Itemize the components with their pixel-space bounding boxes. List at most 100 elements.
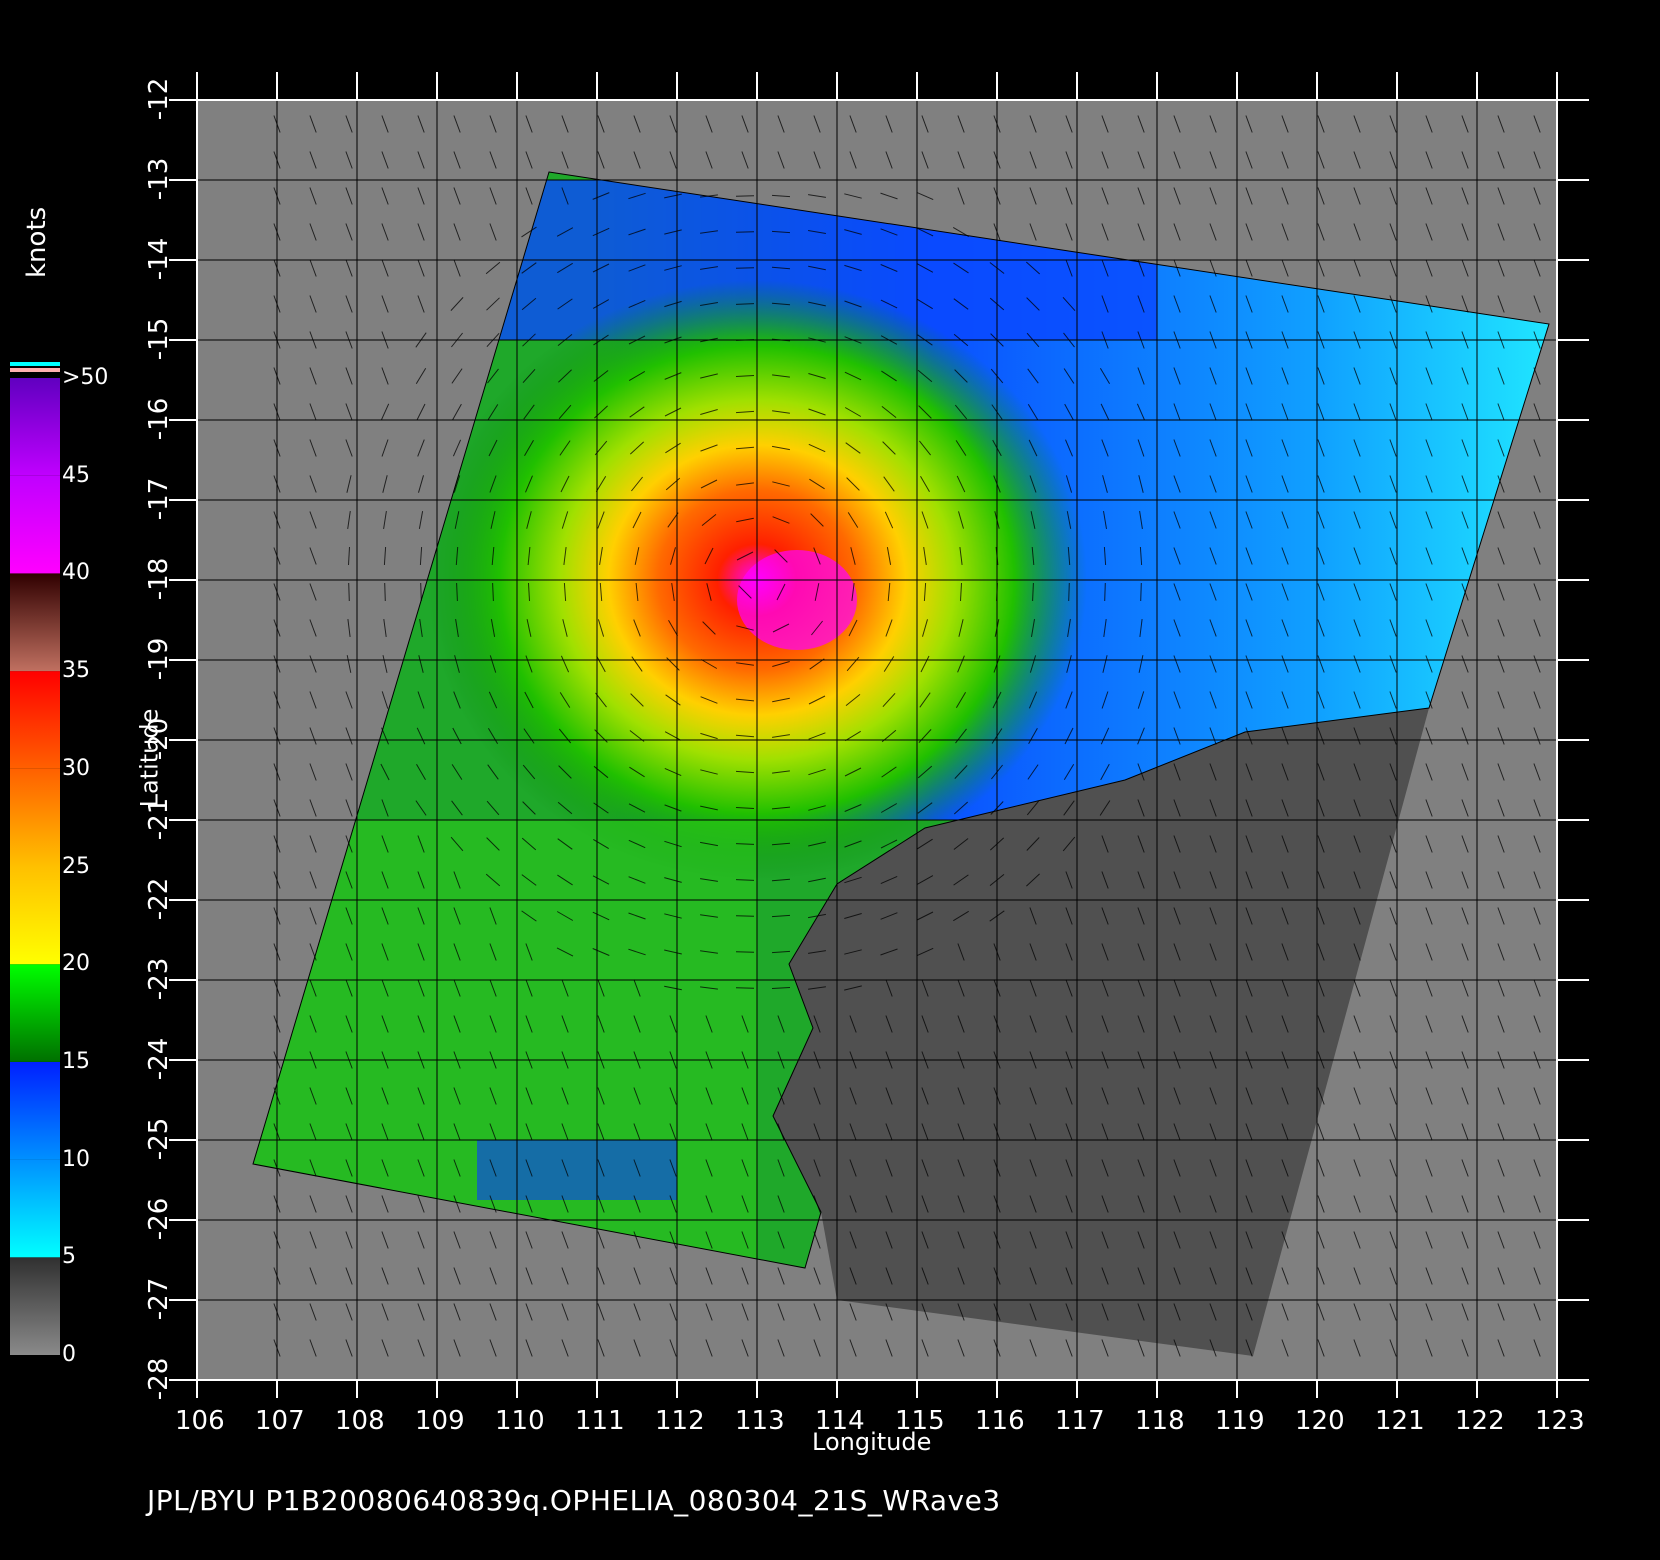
wind-barb	[1425, 403, 1433, 421]
wind-barb	[525, 151, 533, 169]
wind-barb	[1353, 1339, 1361, 1357]
lat-tick-label: -25	[144, 1117, 175, 1161]
wind-barb	[1281, 979, 1289, 997]
lat-tick-label: -26	[144, 1197, 175, 1241]
wind-barb	[451, 368, 463, 384]
wind-barb	[1533, 439, 1541, 457]
wind-barb	[880, 192, 898, 200]
land-mass	[773, 708, 1429, 1356]
wind-barb	[1103, 511, 1107, 529]
wind-barb	[630, 693, 644, 707]
wind-barb	[1317, 1303, 1325, 1321]
wind-barb	[885, 979, 893, 997]
wind-barb	[381, 1159, 389, 1177]
wind-barb	[1353, 691, 1361, 709]
wind-barb	[1533, 583, 1541, 601]
wind-barb	[957, 1195, 965, 1213]
wind-barb	[1533, 115, 1541, 133]
colorbar-overflow-cap	[10, 362, 60, 366]
wind-barb	[664, 229, 682, 235]
wind-barb	[556, 227, 574, 237]
wind-barb	[1389, 655, 1397, 673]
grid	[196, 99, 1558, 1381]
wind-barb	[668, 619, 678, 637]
wind-barb	[1533, 1015, 1541, 1033]
wind-barb	[735, 410, 755, 414]
wind-barb	[1533, 223, 1541, 241]
wind-barb	[771, 914, 791, 918]
wind-barb	[1137, 439, 1145, 457]
wind-barb	[345, 763, 353, 781]
wind-barb	[1209, 439, 1217, 457]
wind-barb	[1209, 223, 1217, 241]
wind-barb	[1425, 1231, 1433, 1249]
wind-barb	[771, 302, 791, 306]
wind-barb	[810, 513, 824, 527]
wind-barb	[885, 1339, 893, 1357]
wind-barb	[772, 410, 790, 414]
wind-barb	[702, 621, 716, 635]
wind-barb	[1137, 1159, 1145, 1177]
wind-barb	[1245, 1159, 1253, 1177]
wind-barb	[1353, 943, 1361, 961]
wind-barb	[959, 547, 963, 565]
wind-barb	[845, 442, 861, 454]
wind-barb	[917, 765, 933, 779]
wind-barb	[597, 1267, 605, 1285]
wind-barb	[735, 843, 755, 845]
wind-barb	[1425, 367, 1433, 385]
wind-barb	[1353, 475, 1361, 493]
wind-barb	[345, 727, 353, 745]
wind-barb	[1353, 907, 1361, 925]
wind-barb	[1353, 1195, 1361, 1213]
wind-barb	[921, 1231, 929, 1249]
wind-barb	[309, 403, 317, 421]
wind-barb	[1209, 475, 1217, 493]
wind-barb	[1353, 727, 1361, 745]
wind-barb	[1317, 187, 1325, 205]
wind-barb	[1317, 1231, 1325, 1249]
wind-barb	[881, 766, 897, 778]
wind-barb	[309, 367, 317, 385]
wind-barb	[597, 1195, 605, 1213]
wind-barb	[1497, 1339, 1505, 1357]
wind-barb	[1533, 691, 1541, 709]
wind-barb	[1101, 1267, 1109, 1285]
wind-barb	[381, 367, 389, 385]
wind-barb	[592, 299, 610, 309]
wind-barb	[1209, 943, 1217, 961]
wind-barb	[1353, 511, 1361, 529]
wind-barb	[453, 943, 461, 961]
wind-barb	[1317, 1159, 1325, 1177]
wind-barb	[1100, 403, 1110, 421]
wind-barb	[1029, 907, 1037, 925]
wind-barb	[741, 115, 749, 133]
wind-barb	[1353, 1231, 1361, 1249]
wind-barb	[487, 728, 499, 744]
lon-tick-label: 111	[575, 1406, 625, 1436]
lat-tick-label: -17	[144, 477, 175, 521]
wind-barb	[1389, 1339, 1397, 1357]
lon-tick-label: 110	[495, 1406, 545, 1436]
wind-barb	[489, 1195, 497, 1213]
wind-barb	[665, 477, 681, 491]
wind-barb	[453, 907, 461, 925]
wind-barb	[1533, 475, 1541, 493]
wind-barb	[883, 656, 895, 672]
wind-barb	[813, 151, 821, 169]
wind-barb	[417, 1195, 425, 1213]
wind-barb	[1461, 871, 1469, 889]
wind-barb	[1209, 979, 1217, 997]
wind-barb	[417, 151, 425, 169]
wind-barb	[1389, 475, 1397, 493]
wind-barb	[1173, 799, 1181, 817]
wind-barb	[1497, 763, 1505, 781]
wind-barb	[347, 619, 351, 637]
wind-barb	[453, 691, 461, 709]
wind-barb	[1353, 547, 1361, 565]
wind-barb	[635, 582, 639, 602]
wind-barb	[1281, 619, 1289, 637]
wind-barb	[916, 191, 934, 201]
wind-barb	[1425, 151, 1433, 169]
wind-barb	[735, 951, 755, 953]
